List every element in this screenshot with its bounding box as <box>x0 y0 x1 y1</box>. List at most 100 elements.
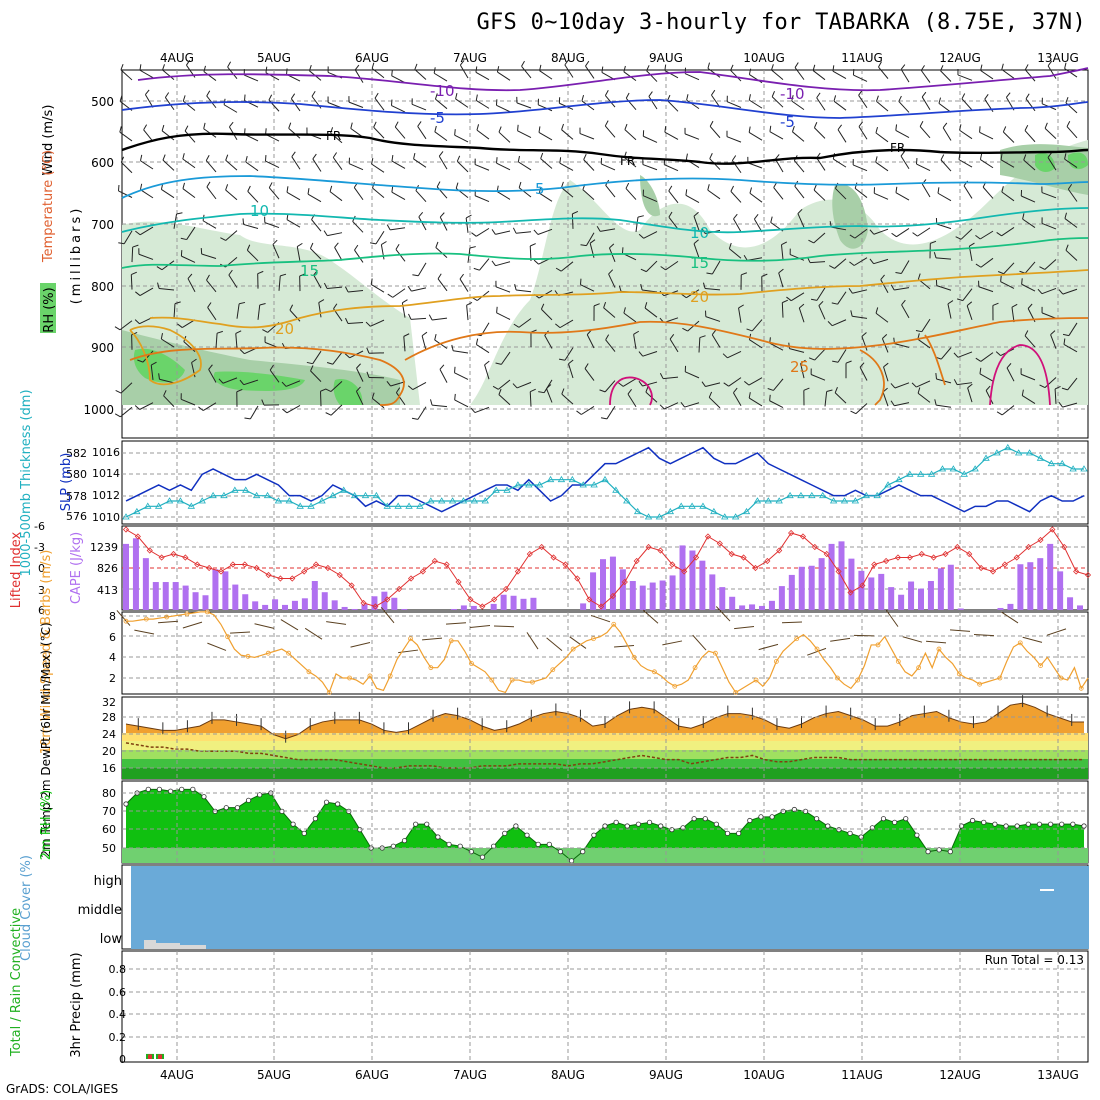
wind-barb <box>372 187 385 199</box>
wind-barb <box>812 70 826 81</box>
wind-barb-flag <box>979 126 981 133</box>
wind-barb <box>813 189 826 201</box>
wind-barb <box>861 336 868 351</box>
wind-barb <box>895 129 910 138</box>
wind-barb-flag <box>228 269 233 276</box>
thickness-marker <box>721 513 729 520</box>
wind-barb-flag <box>659 373 664 379</box>
cape-bar <box>1007 603 1014 610</box>
wind-marker <box>956 671 962 677</box>
wind-marker <box>367 673 373 679</box>
thickness-marker <box>263 491 272 499</box>
tick-label: 1016 <box>92 446 120 459</box>
wind-barb-flag <box>707 184 710 191</box>
wind-barb-flag <box>808 239 815 244</box>
wind-barb <box>883 366 889 382</box>
wind-barb <box>201 253 217 259</box>
wind-barb-flag <box>414 63 418 70</box>
surface-barb <box>422 637 443 641</box>
wind-barb <box>635 217 639 233</box>
wind-barb-flag <box>290 93 296 99</box>
rh-label: RH (%) <box>42 287 57 332</box>
wind-barb <box>348 101 364 108</box>
surface-barb <box>1046 628 1067 636</box>
wind-barb <box>963 185 973 199</box>
wind-barb-flag <box>1064 62 1067 69</box>
thickness-marker <box>274 497 283 504</box>
li-marker <box>669 561 676 568</box>
wind-barb <box>668 216 679 230</box>
wind-barb <box>919 126 931 139</box>
wind-marker <box>895 659 901 664</box>
wind-barb <box>290 98 301 112</box>
li-marker <box>217 568 225 575</box>
wind-barb <box>816 287 826 301</box>
wind-barb <box>832 70 847 80</box>
wind-barb <box>516 289 532 293</box>
wind-barb <box>454 372 469 380</box>
thickness-marker <box>862 491 870 499</box>
wind-barb-flag <box>686 94 689 101</box>
wind-barb-flag <box>158 373 160 380</box>
surface-barb <box>974 633 995 637</box>
li-marker <box>609 592 617 600</box>
tick-label: 413 <box>97 584 118 597</box>
li-marker <box>348 582 355 589</box>
tick-label: 1014 <box>92 467 120 480</box>
wind-barb-flag <box>475 338 479 345</box>
wind-barb-flag <box>412 274 419 277</box>
wind-barb-flag <box>373 121 377 128</box>
li-marker <box>491 596 498 603</box>
rh-marker <box>1014 823 1020 829</box>
wind-barb <box>729 248 742 259</box>
wind-barb-flag <box>411 417 419 420</box>
li-marker <box>289 575 296 582</box>
wind-barb-flag <box>980 64 983 71</box>
run-total: Run Total = 0.13 <box>985 953 1084 967</box>
contour-label: 20 <box>690 288 709 306</box>
wind-barb <box>947 303 952 319</box>
li-marker <box>799 533 807 540</box>
wind-barb <box>1041 312 1057 319</box>
wind-barb <box>394 126 406 139</box>
surface-barb <box>614 644 635 648</box>
li-marker <box>740 554 747 561</box>
wind-barb-flag <box>627 388 632 395</box>
wind-barb <box>247 249 259 262</box>
li-marker <box>253 564 260 572</box>
wind-marker <box>509 677 515 683</box>
low-cloud <box>180 945 206 949</box>
wind-barb-flag <box>438 151 444 157</box>
wind-barb-flag <box>394 121 399 128</box>
wind-barb <box>882 391 889 407</box>
thickness-marker <box>710 507 718 515</box>
wind-barb <box>747 162 763 169</box>
wind-barb <box>586 232 595 246</box>
wind-barb-flag <box>975 357 982 362</box>
cloud-area <box>131 866 1089 949</box>
wind-barb-flag <box>728 242 732 249</box>
precip-panel: 0 0.2 0.4 0.6 0.8 Run Total = 0.13 Total… <box>9 908 1088 1066</box>
panel-frame <box>121 950 1089 1063</box>
rh-marker <box>925 849 931 855</box>
thickness-marker <box>786 491 794 499</box>
wind-barb-flag <box>225 184 229 191</box>
wind-barb-flag <box>583 154 587 160</box>
rh-marker <box>513 823 519 829</box>
li-marker <box>930 554 937 561</box>
thickness-marker <box>775 497 783 504</box>
wind-barb <box>417 406 427 420</box>
wind-barb-flag <box>733 387 738 394</box>
wind-barb <box>205 160 217 173</box>
wind-barb-flag <box>366 347 370 354</box>
wind-barb <box>583 159 595 171</box>
wind-barb <box>186 226 196 240</box>
rh-marker <box>914 832 920 838</box>
rh-marker <box>234 805 240 811</box>
cape-bar <box>778 586 785 610</box>
wind-barb-flag <box>667 94 671 101</box>
wind-barb <box>707 189 721 200</box>
contour-25 <box>129 317 1089 406</box>
wind-barb-flag <box>669 334 675 340</box>
rh-marker <box>947 849 953 855</box>
